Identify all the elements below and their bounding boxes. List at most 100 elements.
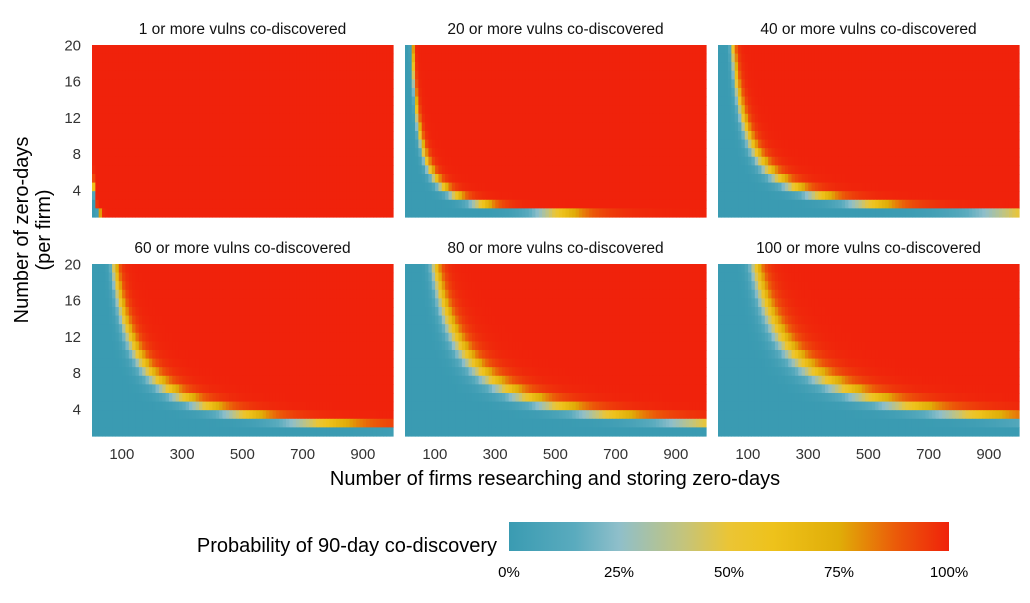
heatmap-cell [336,96,341,106]
heatmap-cell [764,45,769,55]
heatmap-cell [262,96,267,106]
heatmap-cell [659,96,664,106]
heatmap-cell [415,156,419,166]
heatmap-cell [239,156,244,166]
heatmap-cell [774,45,779,55]
heatmap-cell [219,174,224,184]
heatmap-cell [622,174,627,184]
heatmap-cell [754,131,759,141]
heatmap-cell [1015,88,1020,98]
heatmap-cell [145,45,150,55]
heatmap-cell [379,199,384,209]
heatmap-cell [205,139,210,149]
heatmap-cell [639,88,644,98]
heatmap-cell [262,174,267,184]
heatmap-cell [1005,113,1010,123]
heatmap-cell [552,174,557,184]
heatmap-cell [972,148,977,158]
heatmap-cell [811,174,816,184]
heatmap-cell [1002,122,1007,132]
heatmap-cell [232,88,237,98]
heatmap-cell [568,113,573,123]
heatmap-cell [296,53,300,63]
heatmap-cell [339,96,344,106]
heatmap-cell [781,122,786,132]
heatmap-cell [501,88,506,98]
heatmap-cell [928,62,933,72]
heatmap-cell [306,174,310,184]
heatmap-cell [408,105,413,115]
heatmap-cell [382,208,387,218]
heatmap-cell [1002,96,1007,106]
heatmap-cell [329,156,334,166]
heatmap-cell [915,148,920,158]
heatmap-cell [485,191,490,201]
heatmap-cell [699,62,704,72]
heatmap-cell [356,156,361,166]
heatmap-cell [652,165,657,175]
heatmap-cell [768,131,773,141]
heatmap-cell [132,208,137,218]
heatmap-cell [731,45,736,55]
heatmap-cell [825,45,829,55]
heatmap-cell [659,199,664,209]
heatmap-cell [612,45,617,55]
heatmap-cell [548,96,553,106]
heatmap-cell [478,199,483,209]
heatmap-cell [282,96,287,106]
heatmap-cell [778,105,783,115]
heatmap-cell [1002,88,1007,98]
heatmap-cell [168,122,173,132]
heatmap-cell [108,53,113,63]
heatmap-cell [639,208,644,218]
heatmap-cell [588,113,593,123]
heatmap-cell [835,88,839,98]
heatmap-cell [342,208,347,218]
heatmap-cell [108,191,113,201]
heatmap-cell [229,191,234,201]
heatmap-cell [572,62,577,72]
heatmap-cell [938,131,943,141]
heatmap-cell [995,131,1000,141]
heatmap-cell [952,96,957,106]
heatmap-cell [942,45,947,55]
heatmap-cell [155,79,160,89]
heatmap-cell [625,148,630,158]
heatmap-cell [505,53,510,63]
heatmap-cell [868,53,873,63]
heatmap-cell [525,148,530,158]
heatmap-cell [562,96,567,106]
heatmap-cell [332,122,337,132]
heatmap-cell [379,156,384,166]
heatmap-cell [98,45,103,55]
heatmap-cell [1005,70,1010,80]
heatmap-cell [92,79,96,89]
heatmap-cell [415,174,419,184]
heatmap-cell [565,165,570,175]
heatmap-cell [598,53,603,63]
heatmap-cell [881,88,886,98]
heatmap-cell [838,174,843,184]
heatmap-cell [685,165,690,175]
heatmap-cell [138,139,143,149]
heatmap-cell [235,53,240,63]
heatmap-cell [804,53,809,63]
heatmap-cell [112,96,117,106]
heatmap-cell [431,131,436,141]
heatmap-cell [369,53,374,63]
heatmap-cell [962,79,967,89]
heatmap-cell [326,208,331,218]
heatmap-cell [279,53,284,63]
heatmap-cell [582,148,587,158]
heatmap-cell [332,182,337,192]
heatmap-cell [319,139,324,149]
heatmap-cell [312,122,317,132]
heatmap-cell [848,45,853,55]
heatmap-cell [292,70,297,80]
heatmap-cell [142,96,147,106]
heatmap-cell [122,62,127,72]
heatmap-cell [296,122,300,132]
heatmap-cell [751,113,756,123]
heatmap-cell [225,131,230,141]
heatmap-cell [881,156,886,166]
